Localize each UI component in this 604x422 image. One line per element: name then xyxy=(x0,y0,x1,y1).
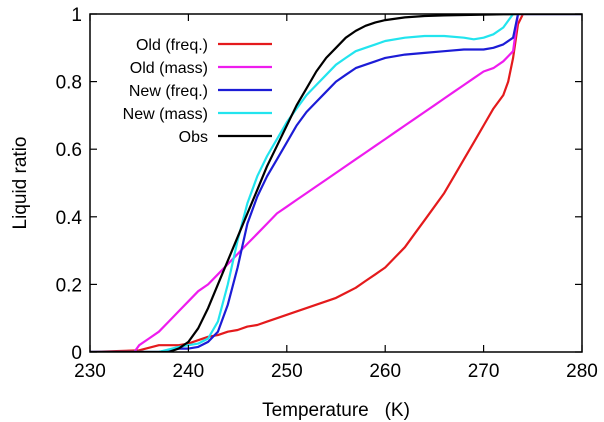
x-tick-label: 230 xyxy=(74,361,106,382)
x-axis-title: Temperature (K) xyxy=(262,400,410,421)
plot-frame xyxy=(89,13,583,353)
x-tick-label: 270 xyxy=(468,361,500,382)
y-axis-title: Liquid ratio xyxy=(10,137,31,230)
y-tick-label: 0.6 xyxy=(56,140,82,161)
legend-label: New (mass) xyxy=(123,106,208,123)
y-tick-label: 0.4 xyxy=(56,208,83,229)
legend-label: New (freq.) xyxy=(129,83,208,100)
legend-label: Old (freq.) xyxy=(136,37,208,54)
y-tick-label: 0 xyxy=(71,343,82,364)
series-line-new-freq xyxy=(90,14,582,352)
series-layer xyxy=(90,14,582,352)
y-tick-label: 0.2 xyxy=(56,275,82,296)
legend-label: Obs xyxy=(179,129,208,146)
y-tick-label: 1 xyxy=(71,5,82,26)
series-line-old-mass xyxy=(90,14,582,352)
x-tick-label: 260 xyxy=(369,361,401,382)
y-tick-label: 0.8 xyxy=(56,73,82,94)
legend: Old (freq.) Old (mass) New (freq.) New (mas… xyxy=(123,37,272,146)
series-line-obs xyxy=(90,14,582,352)
series-line-new-mass xyxy=(90,14,582,352)
x-tick-label: 280 xyxy=(566,361,598,382)
x-tick-label: 250 xyxy=(271,361,303,382)
ticks-layer: 230 240 250 260 270 280 0 0.2 0.4 0.6 0.8 1 xyxy=(56,5,598,382)
x-tick-label: 240 xyxy=(173,361,205,382)
legend-label: Old (mass) xyxy=(130,60,208,77)
series-line-old-freq xyxy=(90,14,582,352)
